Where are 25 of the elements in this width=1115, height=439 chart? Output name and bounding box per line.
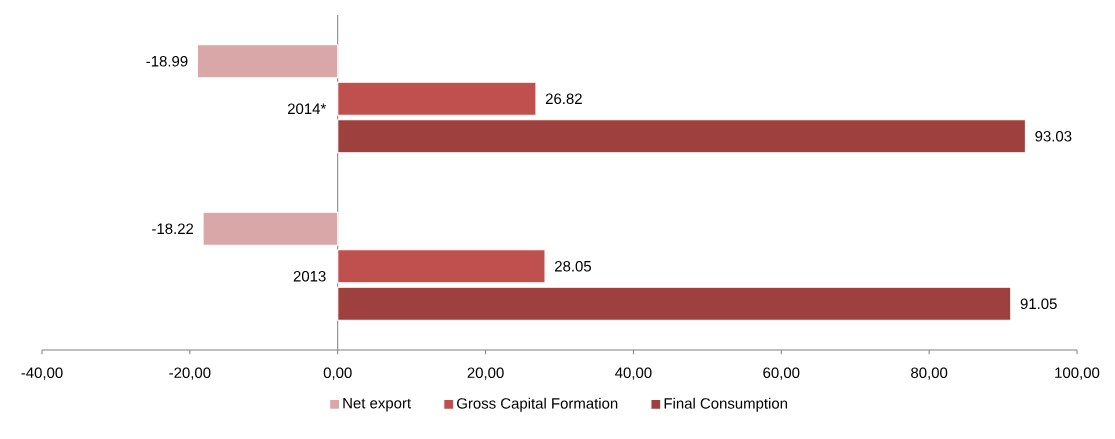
x-tick-label: 80,00 bbox=[911, 367, 948, 380]
bar bbox=[202, 211, 339, 246]
legend-label: Net export bbox=[343, 398, 411, 412]
bar bbox=[196, 44, 339, 79]
x-tick-label: 0,00 bbox=[323, 367, 352, 380]
bar bbox=[337, 249, 546, 284]
y-tick-label: 2014* bbox=[287, 103, 327, 115]
data-label: -18.99 bbox=[146, 55, 188, 67]
bar bbox=[337, 286, 1012, 321]
bar bbox=[337, 119, 1027, 154]
x-tick-label: 100,00 bbox=[1055, 367, 1100, 380]
x-tick-label: 20,00 bbox=[467, 367, 504, 380]
x-tick-label: -20,00 bbox=[169, 367, 211, 380]
data-label: 93.03 bbox=[1035, 130, 1072, 142]
data-label: -18.22 bbox=[152, 223, 194, 235]
x-tick-label: -40,00 bbox=[21, 367, 63, 380]
bar bbox=[337, 81, 537, 116]
data-label: 28.05 bbox=[555, 260, 592, 272]
legend-label: Gross Capital Formation bbox=[457, 397, 618, 412]
x-tick-label: 40,00 bbox=[615, 367, 652, 380]
data-label: 91.05 bbox=[1020, 298, 1057, 310]
x-tick-label: 60,00 bbox=[763, 367, 800, 380]
y-tick-label: 2013 bbox=[293, 270, 326, 282]
legend-label: Final Consumption bbox=[664, 397, 788, 412]
data-label: 26.82 bbox=[545, 93, 582, 105]
